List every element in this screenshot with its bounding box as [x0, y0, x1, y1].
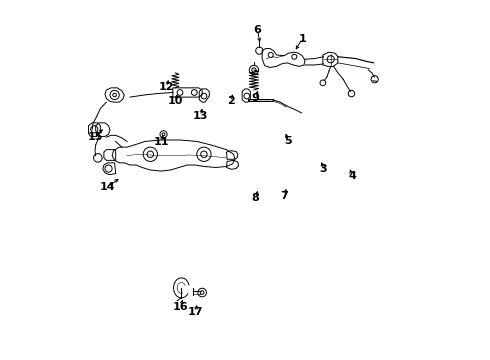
- Text: 14: 14: [99, 182, 115, 192]
- Text: 4: 4: [348, 171, 356, 181]
- Text: 3: 3: [320, 164, 327, 174]
- Text: 7: 7: [280, 191, 288, 201]
- Text: 6: 6: [253, 25, 262, 35]
- Text: 10: 10: [168, 96, 183, 107]
- Text: 2: 2: [227, 96, 235, 107]
- Text: 17: 17: [187, 307, 203, 317]
- Text: 16: 16: [173, 302, 189, 312]
- Text: 12: 12: [159, 82, 174, 92]
- Text: 9: 9: [252, 93, 260, 103]
- Text: 8: 8: [252, 193, 260, 203]
- Text: 1: 1: [298, 34, 306, 44]
- Text: 15: 15: [87, 132, 102, 142]
- Text: 13: 13: [193, 111, 208, 121]
- Text: 11: 11: [153, 138, 169, 148]
- Text: 5: 5: [284, 136, 292, 146]
